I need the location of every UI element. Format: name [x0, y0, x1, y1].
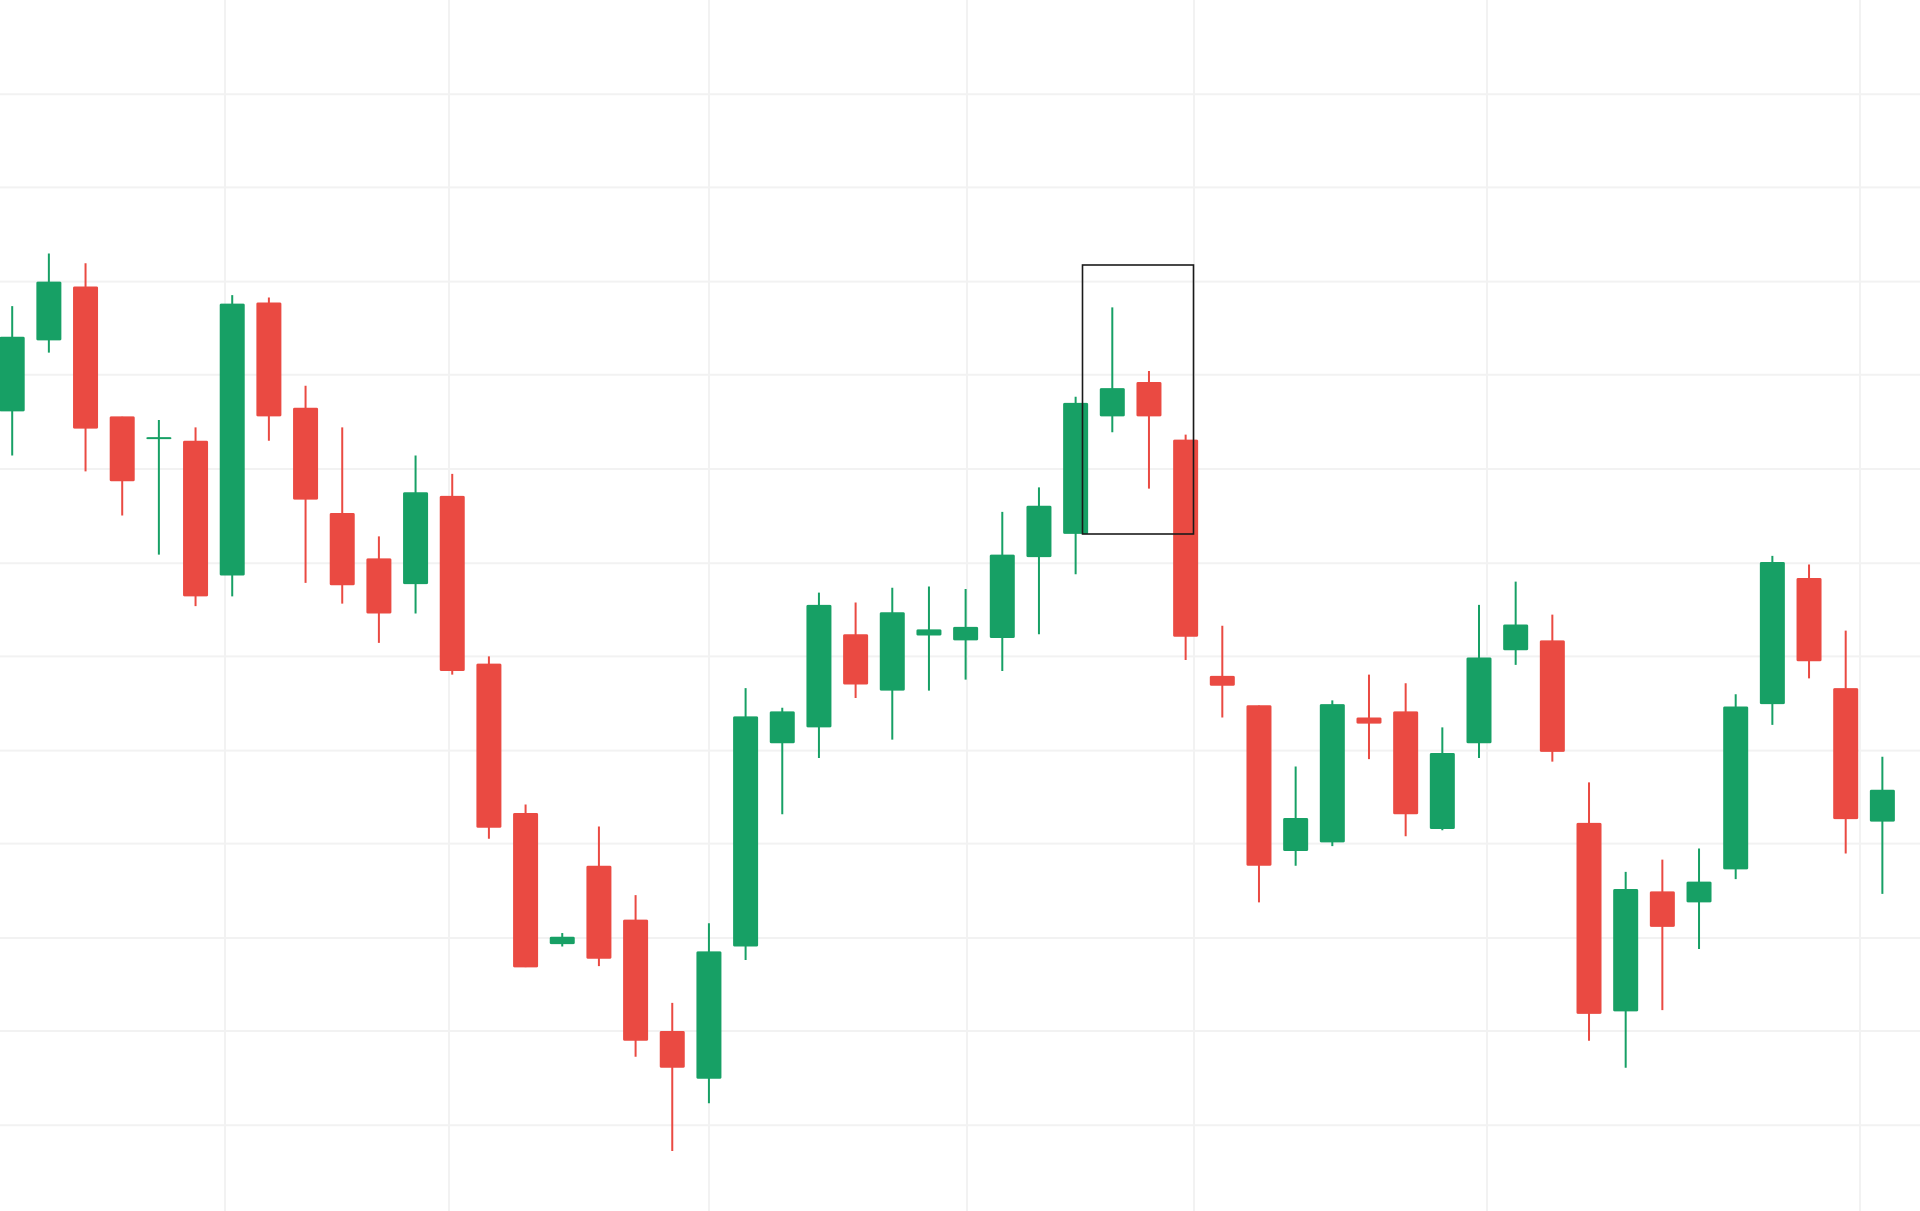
candle-body: [1319, 704, 1345, 843]
highlight-box: [1081, 264, 1195, 535]
candle-body: [586, 865, 612, 959]
candle-body: [1136, 382, 1162, 417]
candle-body: [1686, 881, 1712, 903]
candle-body: [989, 554, 1015, 638]
candle-body: [843, 634, 869, 685]
candle-body: [329, 513, 355, 586]
candle-body: [733, 716, 759, 947]
candle-body: [1063, 402, 1089, 534]
candle-body: [293, 407, 319, 500]
candle-body: [1393, 711, 1419, 815]
candle-body: [623, 919, 649, 1041]
candle-body: [1246, 705, 1272, 866]
candle-body: [183, 440, 209, 597]
candle-body: [1026, 505, 1052, 558]
candle-body: [476, 663, 502, 828]
candle-body: [769, 711, 795, 744]
candle-body: [1283, 817, 1309, 852]
candle-body: [1759, 562, 1785, 705]
candle-body: [1576, 822, 1602, 1014]
candle-body: [146, 437, 172, 440]
candle-body: [1539, 640, 1565, 752]
candle-body: [439, 495, 465, 672]
candle-body: [36, 281, 62, 341]
candle-body: [0, 336, 25, 412]
candle-body: [953, 626, 979, 641]
candle-body: [1649, 891, 1675, 927]
candle-body: [806, 604, 832, 728]
candle-body: [1209, 675, 1235, 686]
candle-body: [549, 936, 575, 945]
candle-body: [256, 302, 282, 417]
candle-body: [1173, 439, 1199, 637]
candle-body: [73, 286, 99, 429]
candle-body: [696, 951, 722, 1079]
candle-body: [1723, 706, 1749, 870]
candle-body: [1503, 624, 1529, 651]
candle-body: [916, 629, 942, 636]
candles: [0, 253, 1895, 1152]
candle-body: [219, 303, 245, 576]
candle-body: [1429, 753, 1455, 829]
candle-body: [1356, 717, 1382, 724]
candle-body: [1099, 388, 1125, 417]
candle-body: [403, 492, 429, 585]
candle-body: [659, 1031, 685, 1068]
candle-body: [879, 612, 905, 691]
candle-body: [109, 416, 135, 482]
candle-body: [1833, 688, 1859, 820]
candle-body: [366, 558, 392, 614]
candle-body: [1466, 657, 1492, 744]
candle-body: [513, 813, 539, 968]
candle-body: [1796, 577, 1822, 662]
candle-body: [1869, 789, 1895, 822]
candle-body: [1613, 888, 1639, 1012]
